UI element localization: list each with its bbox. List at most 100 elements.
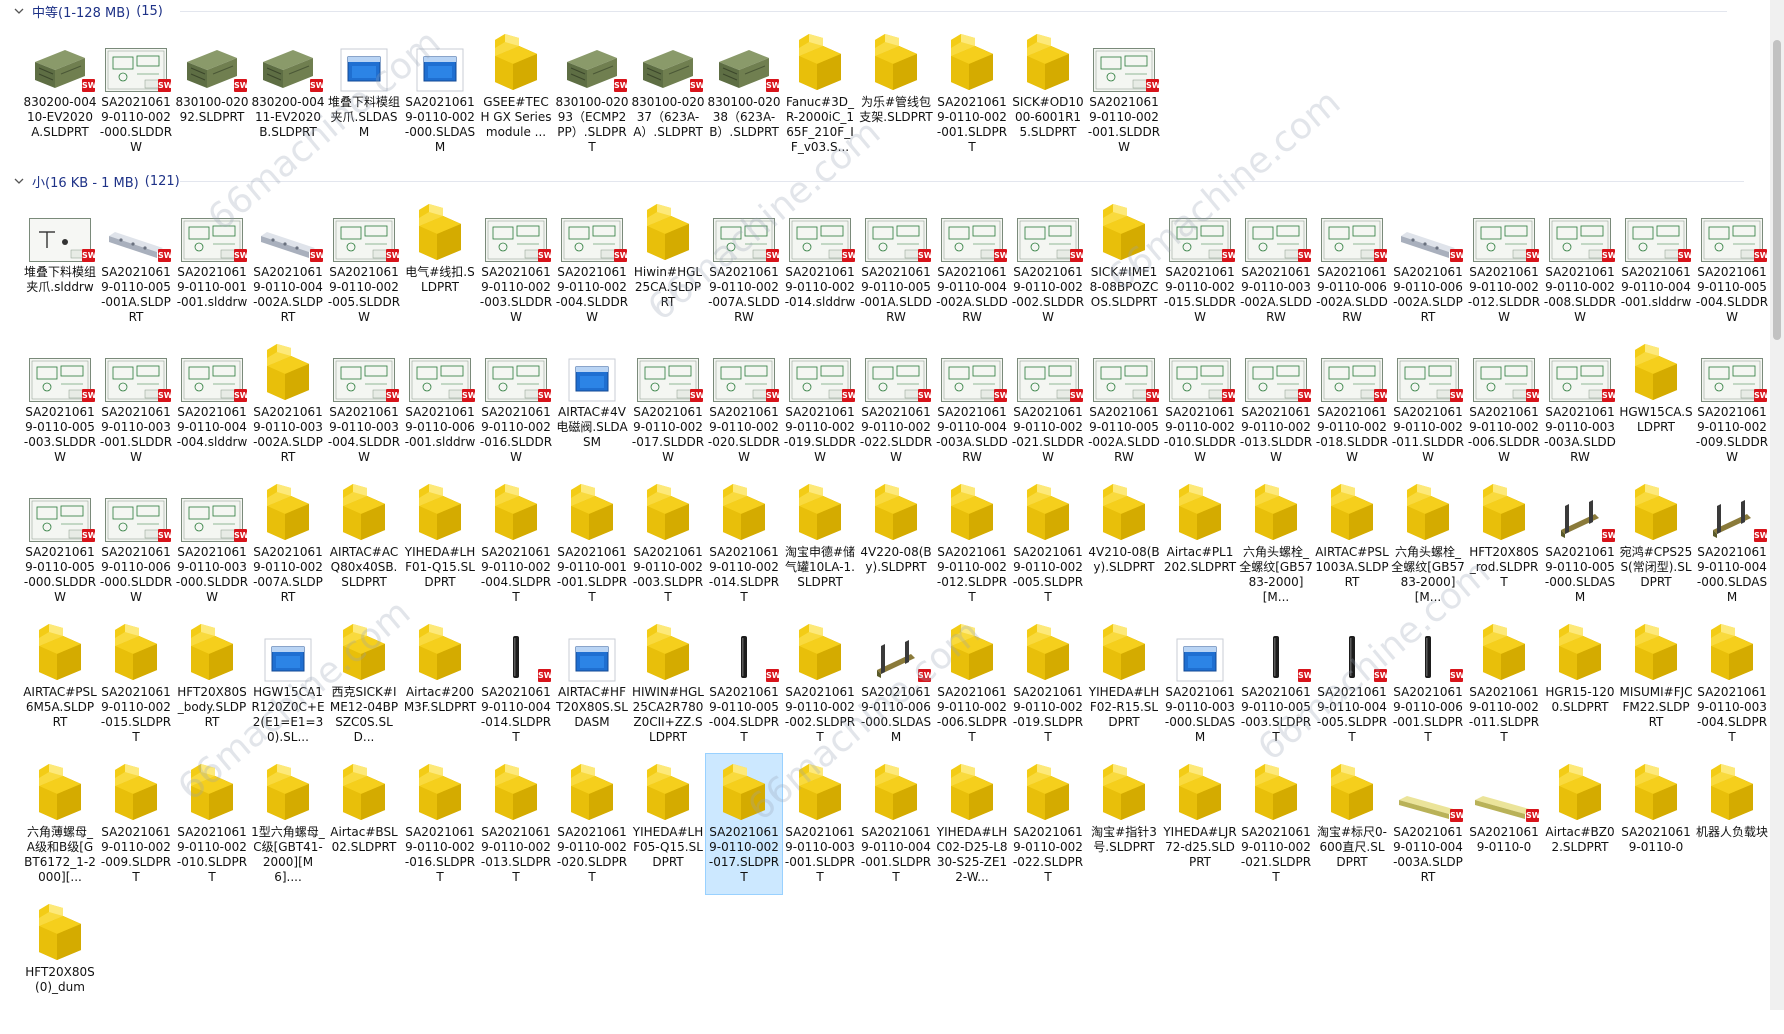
file-item[interactable]: SA20210619-0110-002-016.SLDPRT xyxy=(402,754,478,894)
file-item[interactable]: SA20210619-0110-002-015.SLDPRT xyxy=(98,614,174,754)
file-item[interactable]: SA20210619-0110-002-003.SLDPRT xyxy=(630,474,706,614)
file-item[interactable]: 机器人负载块 xyxy=(1694,754,1770,894)
file-item[interactable]: Fanuc#3D_R-2000iC_165F_210F_IF_v03.S... xyxy=(782,24,858,157)
file-item[interactable]: YIHEDA#LHF05-Q15.SLDPRT xyxy=(630,754,706,894)
file-item[interactable]: SA20210619-0110-002-009.SLDPRT xyxy=(98,754,174,894)
file-item[interactable]: 堆叠下料模组夹爪.SLDASM xyxy=(326,24,402,157)
file-item[interactable]: Airtac#PL1202.SLDPRT xyxy=(1162,474,1238,614)
file-item[interactable]: 淘宝#标尺0-600直尺.SLDPRT xyxy=(1314,754,1390,894)
file-item[interactable]: YIHEDA#LHF02-R15.SLDPRT xyxy=(1086,614,1162,754)
file-item[interactable]: HGW15CA.SLDPRT xyxy=(1618,334,1694,474)
file-item[interactable]: 宛鸿#CPS25S(常闭型).SLDPRT xyxy=(1618,474,1694,614)
file-item[interactable]: 淘宝#指针3号.SLDPRT xyxy=(1086,754,1162,894)
vertical-scrollbar[interactable] xyxy=(1770,0,1784,1010)
file-item[interactable]: AIRTAC#PSL1003A.SLDPRT xyxy=(1314,474,1390,614)
file-item[interactable]: AIRTAC#HFT20X80S.SLDASM xyxy=(554,614,630,754)
file-item[interactable]: SA20210619-0110-004-001.SLDPRT xyxy=(858,754,934,894)
file-item[interactable]: YIHEDA#LHC02-D25-L830-S25-ZE12-W... xyxy=(934,754,1010,894)
file-item[interactable]: YIHEDA#LHF01-Q15.SLDPRT xyxy=(402,474,478,614)
file-item[interactable]: SA20210619-0110-0 xyxy=(1618,754,1694,894)
file-item[interactable]: SA20210619-0110-003-002A.SLDPRT xyxy=(250,334,326,474)
file-item[interactable]: AIRTAC#PSL6M5A.SLDPRT xyxy=(22,614,98,754)
file-item[interactable]: Airtac#BSL02.SLDPRT xyxy=(326,754,402,894)
file-item[interactable]: SA20210619-0110-002-020.SLDPRT xyxy=(554,754,630,894)
file-item[interactable]: 六角头螺栓_全螺纹[GB5783-2000][M... xyxy=(1390,474,1466,614)
file-item[interactable]: SA20210619-0110-002-001.SLDPRT xyxy=(934,24,1010,157)
file-item[interactable]: SA20210619-0110-002-017.SLDPRT xyxy=(706,754,782,894)
file-item[interactable]: SA20210619-0110-002-021.SLDPRT xyxy=(1238,754,1314,894)
file-item[interactable]: SA20210619-0110-002-019.SLDPRT xyxy=(1010,614,1086,754)
file-item[interactable]: Airtac#200M3F.SLDPRT xyxy=(402,614,478,754)
file-item[interactable]: SICK#OD1000-6001R15.SLDPRT xyxy=(1010,24,1086,157)
file-item[interactable]: 西克SICK#IME12-04BPSZC0S.SLD... xyxy=(326,614,402,754)
file-item[interactable]: SA20210619-0110-002-007A.SLDPRT xyxy=(250,474,326,614)
file-item[interactable]: Airtac#BZ02.SLDPRT xyxy=(1542,754,1618,894)
file-item[interactable]: SA20210619-0110-002-022.SLDPRT xyxy=(1010,754,1086,894)
file-item[interactable]: HFT20X80S_rod.SLDPRT xyxy=(1466,474,1542,614)
file-item[interactable]: SA20210619-0110-002-004.SLDPRT xyxy=(478,474,554,614)
file-item[interactable]: HGR15-1200.SLDPRT xyxy=(1542,614,1618,754)
file-item[interactable]: SA20210619-0110-002-014.SLDPRT xyxy=(706,474,782,614)
file-item[interactable]: AIRTAC#ACQ80x40SB.SLDPRT xyxy=(326,474,402,614)
file-item[interactable]: 电气#线扣.SLDPRT xyxy=(402,194,478,334)
file-item[interactable]: SA20210619-0110-002-010.SLDPRT xyxy=(174,754,250,894)
file-item[interactable]: HFT20X80S(0)_dum xyxy=(22,894,98,1034)
file-item[interactable]: SA20210619-0110-001-001.SLDPRT xyxy=(554,474,630,614)
file-item[interactable]: SA20210619-0110-002-002.SLDPRT xyxy=(782,614,858,754)
file-item[interactable]: YIHEDA#LJR72-d25.SLDPRT xyxy=(1162,754,1238,894)
file-item[interactable]: SA20210619-0110-002-006.SLDPRT xyxy=(934,614,1010,754)
file-item[interactable]: SA20210619-0110-003-004.SLDPRT xyxy=(1694,614,1770,754)
file-item[interactable]: HIWIN#HGL25CA2R780Z0CII+ZZ.SLDPRT xyxy=(630,614,706,754)
file-item[interactable]: SICK#IME18-08BPOZCOS.SLDPRT xyxy=(1086,194,1162,334)
file-item[interactable]: AIRTAC#4V电磁阀.SLDASM xyxy=(554,334,630,474)
file-item[interactable]: 为乐#管线包支架.SLDPRT xyxy=(858,24,934,157)
file-item[interactable]: SA20210619-0110-003-001.SLDPRT xyxy=(782,754,858,894)
file-item[interactable]: HFT20X80S_body.SLDPRT xyxy=(174,614,250,754)
